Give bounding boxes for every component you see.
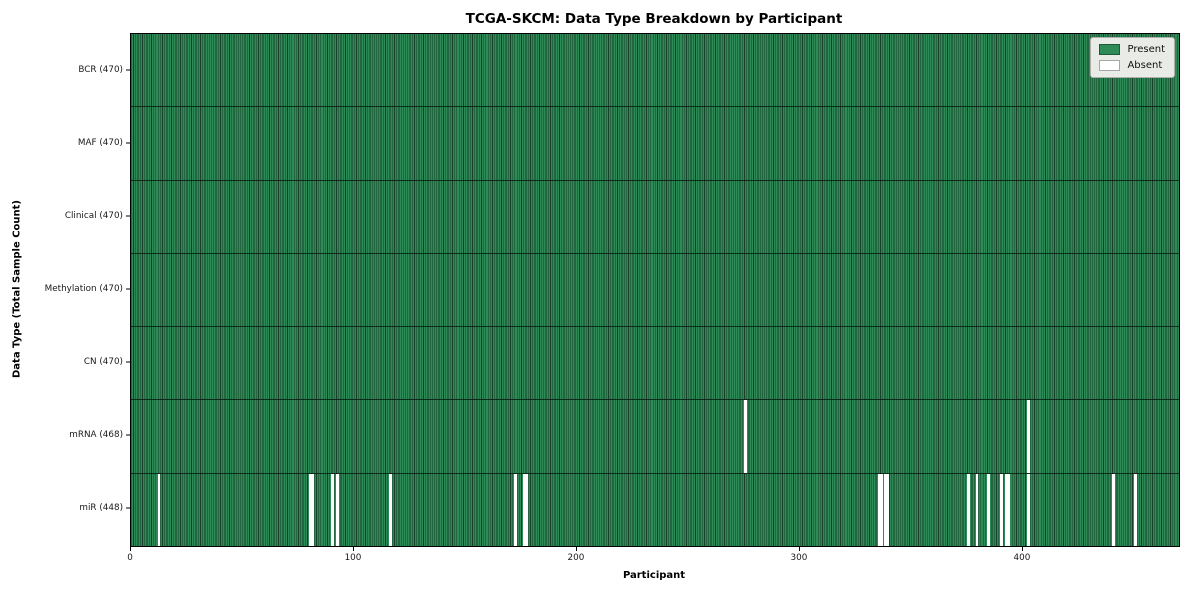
heatmap-row-mRNA <box>131 400 1179 474</box>
y-tick-label-mRNA: mRNA (468) <box>69 430 123 441</box>
absent-cell <box>880 473 883 546</box>
legend-entry-present: Present <box>1099 44 1165 55</box>
x-tick-mark <box>352 546 354 551</box>
absent-cell <box>886 473 890 546</box>
absent-cell <box>975 473 979 546</box>
x-tick-mark <box>798 546 800 551</box>
present-swatch-icon <box>1099 44 1121 55</box>
y-tick-label-CN: CN (470) <box>83 357 123 368</box>
absent-cell <box>966 473 970 546</box>
x-tick-label-400: 400 <box>1013 552 1031 563</box>
absent-cell <box>1004 473 1008 546</box>
y-tick-mark <box>125 434 130 436</box>
absent-cell <box>743 400 747 473</box>
y-tick-label-miR: miR (448) <box>79 503 123 514</box>
absent-cell <box>311 473 314 546</box>
y-axis-label: Data Type (Total Sample Count) <box>11 199 23 379</box>
absent-cell <box>884 473 888 546</box>
y-tick-label-Clinical: Clinical (470) <box>64 210 123 221</box>
absent-cell <box>523 473 526 546</box>
y-tick-mark <box>125 361 130 363</box>
y-tick-mark <box>125 288 130 290</box>
x-axis-label: Participant <box>622 570 686 581</box>
legend: Present Absent <box>1090 37 1175 78</box>
absent-cell <box>1007 473 1010 546</box>
heatmap-row-BCR <box>131 34 1179 108</box>
x-tick-mark <box>1021 546 1023 551</box>
absent-cell <box>389 473 393 546</box>
y-tick-mark <box>125 142 130 144</box>
absent-cell <box>309 473 312 546</box>
y-tick-label-MAF: MAF (470) <box>77 137 123 148</box>
legend-label-absent: Absent <box>1127 60 1163 71</box>
absent-cell <box>1000 473 1003 546</box>
heatmap-row-Clinical <box>131 180 1179 254</box>
heatmap-row-miR <box>131 473 1179 546</box>
y-tick-mark <box>125 215 130 217</box>
absent-cell <box>1134 473 1137 546</box>
absent-cell <box>1027 473 1030 546</box>
x-tick-mark <box>575 546 577 551</box>
absent-cell <box>1027 400 1030 473</box>
absent-cell <box>335 473 339 546</box>
heatmap-row-MAF <box>131 107 1179 181</box>
y-tick-mark <box>125 507 130 509</box>
x-tick-mark <box>130 546 131 551</box>
legend-entry-absent: Absent <box>1099 60 1165 71</box>
heatmap-row-Methylation <box>131 253 1179 328</box>
absent-swatch-icon <box>1099 60 1121 71</box>
absent-cell <box>877 473 881 546</box>
y-tick-label-Methylation: Methylation (470) <box>44 284 123 294</box>
plot-area <box>130 33 1180 547</box>
absent-cell <box>987 473 990 546</box>
heatmap-row-CN <box>131 327 1179 401</box>
x-tick-label-0: 0 <box>127 552 133 563</box>
y-axis-tick-labels: BCR (470) MAF (470) Clinical (470) Methylat… <box>0 33 130 545</box>
x-axis-tick-labels: 0 100 200 300 400 <box>127 546 1178 577</box>
absent-cell <box>157 473 161 546</box>
chart-title: TCGA-SKCM: Data Type Breakdown by Partic… <box>465 11 843 27</box>
y-tick-label-BCR: BCR (470) <box>78 64 123 75</box>
absent-cell <box>525 473 529 546</box>
y-tick-mark <box>125 69 130 71</box>
x-tick-label-100: 100 <box>344 552 362 563</box>
absent-cell <box>331 473 335 546</box>
absent-cell <box>1111 473 1115 546</box>
absent-cell <box>514 473 517 546</box>
legend-label-present: Present <box>1127 44 1165 55</box>
x-tick-label-200: 200 <box>567 552 585 563</box>
x-tick-label-300: 300 <box>790 552 808 563</box>
